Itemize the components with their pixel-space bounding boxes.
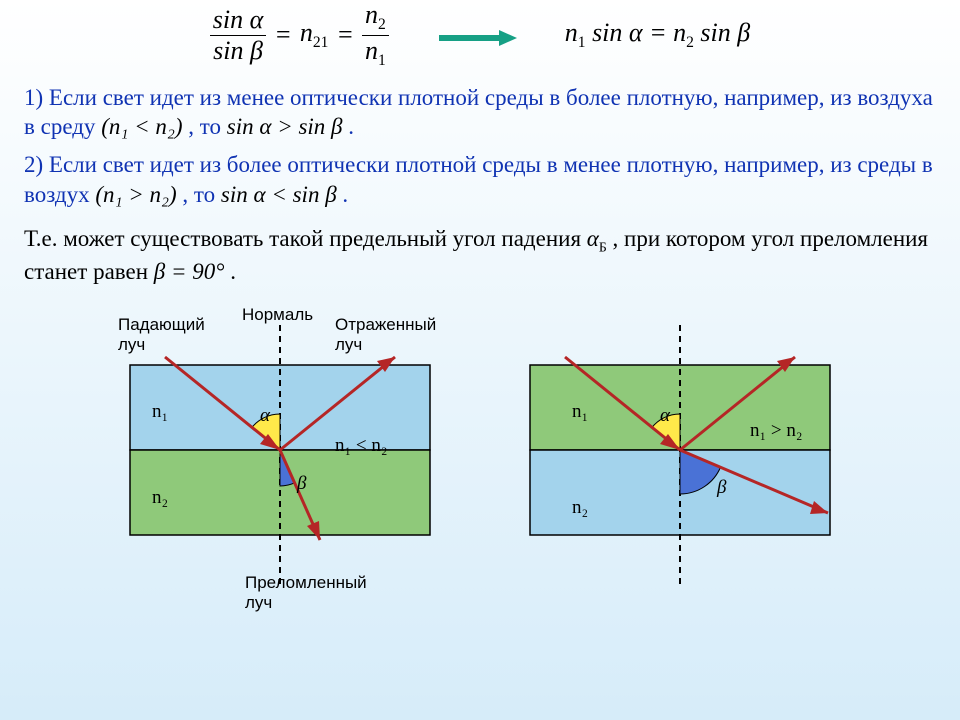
diagrams-row: Падающийлуч Нормаль Отраженныйлуч Прелом… [24, 295, 936, 615]
label-alpha: α [260, 405, 270, 427]
label-cond-right: n₁ > n₂ [750, 420, 802, 442]
implies-arrow-icon [437, 25, 517, 45]
snell-fraction: sin α sin β = n21 = n2 n1 [210, 2, 389, 69]
label-refracted: Преломленныйлуч [245, 573, 367, 613]
label-normal: Нормаль [242, 305, 313, 325]
label-n1-r: n₁ [572, 401, 588, 423]
snell-product: n1 sin α = n2 sin β [565, 18, 750, 52]
formula-row: sin α sin β = n21 = n2 n1 n1 sin α = n2 … [24, 0, 936, 75]
label-n2-r: n₂ [572, 497, 588, 519]
label-alpha-r: α [660, 405, 670, 427]
case1-text: 1) Если свет идет из менее оптически пло… [24, 83, 936, 143]
label-n1: n₁ [152, 401, 168, 423]
label-n2: n₂ [152, 487, 168, 509]
label-beta: β [297, 473, 306, 495]
label-beta-r: β [717, 477, 726, 499]
diagram-dense-below: Падающийлуч Нормаль Отраженныйлуч Прелом… [110, 295, 450, 615]
diagram-dense-above: n₁ n₂ n₁ > n₂ α β [510, 295, 850, 615]
case2-text: 2) Если свет идет из более оптически пло… [24, 150, 936, 210]
label-cond-left: n₁ < n₂ [335, 435, 387, 457]
label-incident: Падающийлуч [118, 315, 205, 355]
label-reflected: Отраженныйлуч [335, 315, 436, 355]
critical-angle-text: Т.е. может существовать такой предельный… [24, 224, 936, 286]
